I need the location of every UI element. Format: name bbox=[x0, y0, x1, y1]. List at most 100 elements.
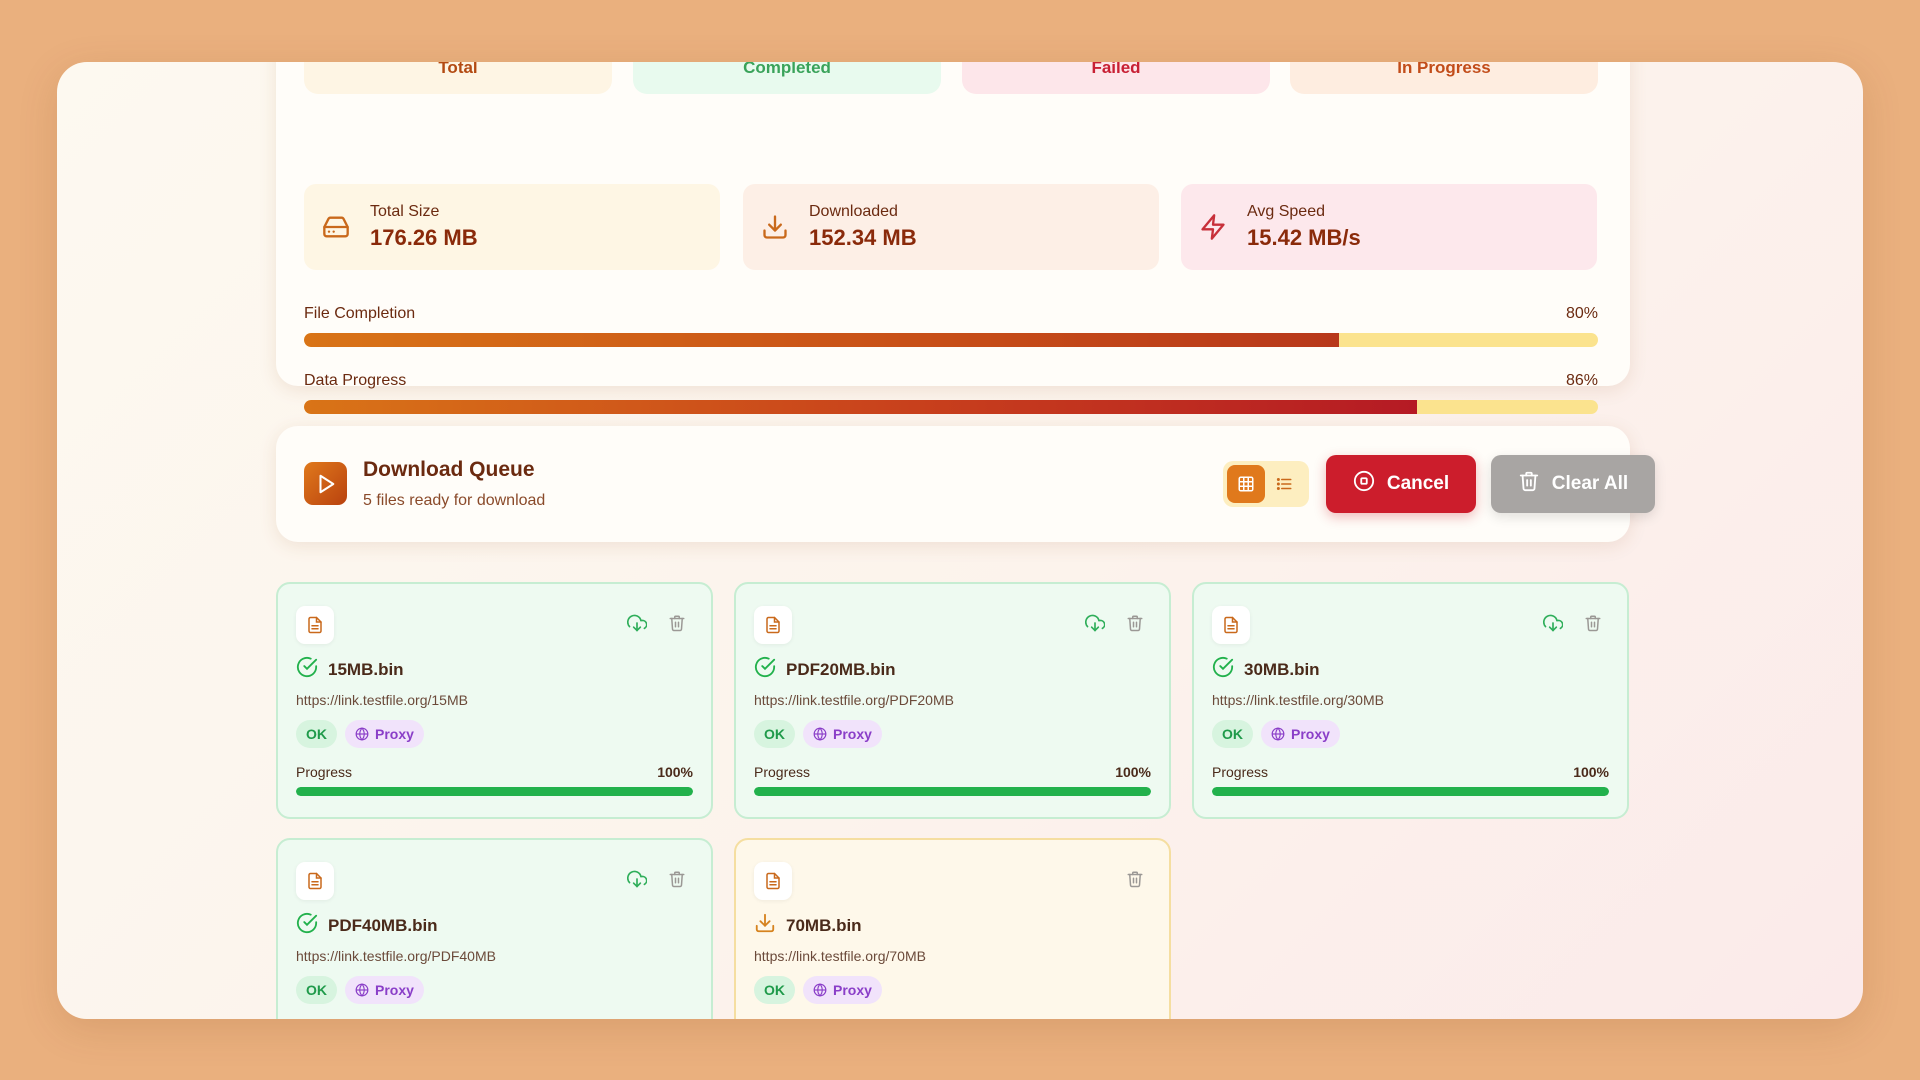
progress-label: Progress bbox=[296, 764, 353, 780]
metric-label: Avg Speed bbox=[1247, 203, 1325, 220]
file-card[interactable]: PDF20MB.bin https://link.testfile.org/PD… bbox=[734, 582, 1171, 819]
trash-icon bbox=[1518, 470, 1540, 498]
check-circle-icon bbox=[296, 656, 318, 683]
file-url: https://link.testfile.org/70MB bbox=[754, 948, 926, 964]
metric-label: Total Size bbox=[370, 203, 440, 220]
stop-circle-icon bbox=[1353, 470, 1375, 498]
trash-icon[interactable] bbox=[1580, 610, 1606, 636]
file-card[interactable]: 70MB.bin https://link.testfile.org/70MB … bbox=[734, 838, 1171, 1019]
clear-all-button-label: Clear All bbox=[1551, 473, 1629, 494]
file-icon bbox=[754, 606, 792, 644]
globe-icon bbox=[1271, 727, 1285, 741]
proxy-badge-label: Proxy bbox=[375, 726, 414, 742]
cloud-download-icon[interactable] bbox=[624, 610, 650, 636]
file-completion-label: File Completion bbox=[304, 305, 416, 322]
progress-track bbox=[754, 787, 1151, 796]
list-view-icon[interactable] bbox=[1265, 465, 1303, 503]
status-tile-total[interactable]: Total bbox=[304, 62, 612, 94]
file-completion-bar: File Completion 80% bbox=[304, 305, 1598, 347]
download-queue-header: Download Queue 5 files ready for downloa… bbox=[276, 426, 1655, 542]
metric-total-size: Total Size 176.26 MB bbox=[304, 184, 720, 270]
status-badge: OK bbox=[296, 976, 337, 1004]
status-tile-failed[interactable]: Failed bbox=[962, 62, 1270, 94]
status-tile-in-progress[interactable]: In Progress bbox=[1290, 62, 1598, 94]
metric-value: 152.34 MB bbox=[809, 225, 917, 250]
proxy-badge: Proxy bbox=[1261, 720, 1340, 748]
status-tile-label: Completed bbox=[743, 62, 831, 77]
metric-value: 15.42 MB/s bbox=[1247, 225, 1361, 250]
hard-drive-icon bbox=[322, 213, 350, 241]
data-progress-track bbox=[304, 400, 1598, 414]
file-completion-fill bbox=[304, 333, 1340, 347]
file-icon bbox=[754, 862, 792, 900]
metric-row: Total Size 176.26 MB Downloaded 152.34 M… bbox=[304, 184, 1598, 270]
proxy-badge-label: Proxy bbox=[1291, 726, 1330, 742]
cloud-download-icon[interactable] bbox=[1540, 610, 1566, 636]
clear-all-button[interactable]: Clear All bbox=[1491, 455, 1655, 513]
file-name: 15MB.bin bbox=[328, 659, 404, 679]
status-tile-label: Failed bbox=[1091, 62, 1141, 77]
status-tile-completed[interactable]: Completed bbox=[633, 62, 941, 94]
file-name: 70MB.bin bbox=[786, 915, 862, 935]
grid-view-icon[interactable] bbox=[1227, 465, 1265, 503]
file-icon bbox=[296, 606, 334, 644]
download-icon bbox=[754, 912, 776, 939]
progress-track bbox=[1212, 787, 1609, 796]
globe-icon bbox=[813, 727, 827, 741]
proxy-badge: Proxy bbox=[803, 720, 882, 748]
progress-percent: 100% bbox=[1573, 764, 1609, 780]
file-url: https://link.testfile.org/15MB bbox=[296, 692, 468, 708]
progress-track bbox=[296, 787, 693, 796]
file-url: https://link.testfile.org/PDF40MB bbox=[296, 948, 496, 964]
metric-value: 176.26 MB bbox=[370, 225, 478, 250]
play-icon bbox=[304, 462, 347, 505]
file-card[interactable]: 15MB.bin https://link.testfile.org/15MB … bbox=[276, 582, 713, 819]
file-icon bbox=[1212, 606, 1250, 644]
file-completion-track bbox=[304, 333, 1598, 347]
file-url: https://link.testfile.org/PDF20MB bbox=[754, 692, 954, 708]
status-tile-label: In Progress bbox=[1397, 62, 1491, 77]
data-progress-bar: Data Progress 86% bbox=[304, 372, 1598, 414]
cloud-download-icon[interactable] bbox=[1082, 610, 1108, 636]
proxy-badge: Proxy bbox=[803, 976, 882, 1004]
file-completion-percent: 80% bbox=[1565, 305, 1598, 322]
trash-icon[interactable] bbox=[664, 610, 690, 636]
trash-icon[interactable] bbox=[664, 866, 690, 892]
trash-icon[interactable] bbox=[1122, 866, 1148, 892]
globe-icon bbox=[355, 727, 369, 741]
status-badge: OK bbox=[1212, 720, 1253, 748]
progress-percent: 100% bbox=[1115, 764, 1151, 780]
download-icon bbox=[761, 213, 789, 241]
file-card[interactable]: PDF40MB.bin https://link.testfile.org/PD… bbox=[276, 838, 713, 1019]
file-name: PDF40MB.bin bbox=[328, 915, 438, 935]
status-tiles: Total Completed Failed In Progress bbox=[304, 62, 1598, 94]
progress-percent: 100% bbox=[657, 764, 693, 780]
check-circle-icon bbox=[754, 656, 776, 683]
file-name: 30MB.bin bbox=[1244, 659, 1320, 679]
data-progress-percent: 86% bbox=[1565, 372, 1598, 389]
trash-icon[interactable] bbox=[1122, 610, 1148, 636]
cancel-button-label: Cancel bbox=[1386, 473, 1450, 494]
status-badge: OK bbox=[296, 720, 337, 748]
cancel-button[interactable]: Cancel bbox=[1326, 455, 1476, 513]
proxy-badge: Proxy bbox=[345, 720, 424, 748]
cloud-download-icon[interactable] bbox=[624, 866, 650, 892]
check-circle-icon bbox=[296, 912, 318, 939]
lightning-icon bbox=[1199, 213, 1227, 241]
stats-panel: Total Completed Failed In Progress bbox=[276, 62, 1630, 414]
file-card[interactable]: 30MB.bin https://link.testfile.org/30MB … bbox=[1192, 582, 1629, 819]
progress-fill bbox=[754, 787, 1151, 796]
file-url: https://link.testfile.org/30MB bbox=[1212, 692, 1384, 708]
proxy-badge-label: Proxy bbox=[833, 982, 872, 998]
progress-fill bbox=[1212, 787, 1609, 796]
progress-label: Progress bbox=[1212, 764, 1269, 780]
status-tile-label: Total bbox=[438, 62, 478, 77]
metric-label: Downloaded bbox=[809, 203, 898, 220]
status-badge: OK bbox=[754, 976, 795, 1004]
metric-downloaded: Downloaded 152.34 MB bbox=[743, 184, 1159, 270]
app-window: Total Completed Failed In Progress bbox=[57, 62, 1863, 1019]
check-circle-icon bbox=[1212, 656, 1234, 683]
status-badge: OK bbox=[754, 720, 795, 748]
file-name: PDF20MB.bin bbox=[786, 659, 896, 679]
file-icon bbox=[296, 862, 334, 900]
